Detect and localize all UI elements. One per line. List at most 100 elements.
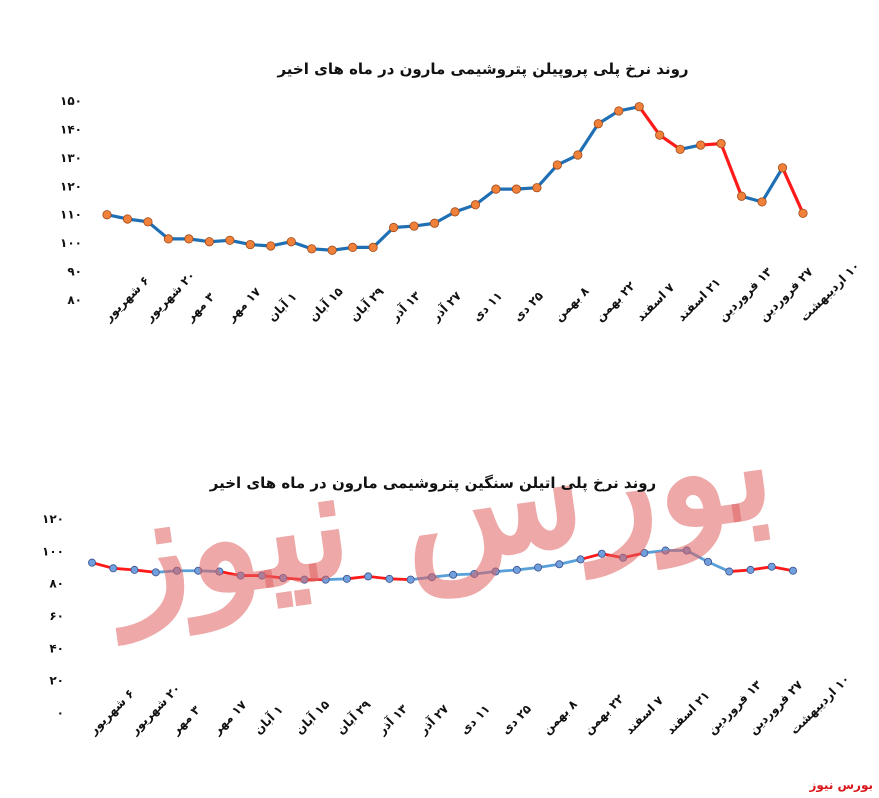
- rising-segment: [685, 549, 710, 564]
- x-tick-label: ۷ اسفند: [633, 280, 677, 324]
- y-axis-ticks: ۰ ۲۰ ۴۰ ۶۰ ۸۰ ۱۰۰ ۱۲۰: [42, 512, 64, 720]
- data-point: [696, 140, 706, 150]
- data-point: [716, 139, 726, 149]
- x-tick-label: ۲۲ بهمن: [593, 278, 639, 324]
- falling-segment: [780, 166, 805, 215]
- x-tick-label: ۱۱ دی: [470, 289, 505, 324]
- data-point: [102, 210, 112, 220]
- data-point: [245, 239, 255, 250]
- data-point: [225, 235, 235, 245]
- rising-segment: [371, 225, 396, 250]
- data-point: [470, 200, 481, 210]
- rising-segment: [535, 163, 559, 190]
- data-point: [675, 144, 685, 154]
- data-point: [257, 571, 266, 580]
- x-tick-label: ۱ آبان: [250, 702, 285, 737]
- data-point: [767, 562, 776, 571]
- data-point: [634, 102, 644, 112]
- data-point: [449, 570, 458, 579]
- data-point: [163, 234, 174, 244]
- y-tick-label: ۹۰: [67, 265, 82, 279]
- y-tick-label: ۱۵۰: [60, 94, 82, 108]
- data-point: [552, 160, 562, 170]
- data-point: [512, 565, 521, 574]
- data-point: [122, 214, 133, 224]
- data-point: [619, 553, 628, 562]
- x-tick-label: ۸ بهمن: [540, 696, 581, 737]
- data-point: [491, 184, 501, 194]
- x-tick-label: ۱۳ آذر: [386, 288, 423, 325]
- y-tick-label: ۰: [57, 706, 64, 720]
- rising-segment: [760, 166, 785, 204]
- x-tick-label: ۱۳ آذر: [373, 701, 410, 738]
- y-tick-label: ۱۱۰: [60, 208, 82, 222]
- x-tick-label: ۷ اسفند: [622, 693, 666, 737]
- data-point: [385, 574, 394, 583]
- watermark-logo: بورس نیوز: [93, 375, 784, 646]
- data-point: [789, 566, 798, 575]
- x-tick-label: ۲۷ آذر: [427, 288, 464, 325]
- y-axis-ticks: ۸۰ ۹۰ ۱۰۰ ۱۱۰ ۱۲۰ ۱۳۰ ۱۴۰ ۱۵۰: [60, 94, 82, 307]
- data-point: [406, 575, 415, 584]
- data-point: [342, 574, 351, 583]
- y-tick-label: ۱۴۰: [60, 122, 82, 136]
- data-point: [184, 234, 194, 244]
- data-point: [576, 555, 585, 564]
- x-tick-label: ۱۵ آبان: [305, 284, 345, 324]
- y-tick-label: ۱۰۰: [42, 544, 64, 558]
- data-point: [215, 567, 224, 576]
- x-tick-label: ۱۵ آبان: [292, 697, 332, 737]
- data-point: [427, 573, 436, 582]
- data-point: [682, 546, 691, 555]
- data-point: [757, 197, 767, 207]
- x-tick-label: ۱۷ مهر: [209, 697, 250, 738]
- brand-label: بورس نیوز: [809, 778, 873, 792]
- rising-segment: [576, 122, 600, 157]
- svg-text:بورس نیوز: بورس نیوز: [93, 375, 784, 646]
- x-tick-label: ۱ آبان: [264, 289, 299, 324]
- data-point: [143, 217, 153, 227]
- data-point: [204, 237, 214, 247]
- data-point: [640, 548, 649, 557]
- x-tick-label: ۲۹ آبان: [346, 283, 387, 324]
- polypropylene-chart: روند نرخ پلی پروپیلن پتروشیمی مارون در م…: [60, 60, 862, 326]
- data-point: [798, 208, 808, 218]
- data-point: [661, 546, 670, 555]
- y-tick-label: ۱۳۰: [60, 151, 82, 165]
- x-tick-label: ۱۷ مهر: [223, 284, 264, 325]
- x-tick-label: ۲۹ آبان: [333, 696, 374, 737]
- series-markers: [88, 546, 798, 584]
- data-point: [194, 566, 203, 575]
- x-tick-label: ۳ مهر: [168, 702, 203, 737]
- data-point: [348, 242, 358, 253]
- data-point: [704, 557, 713, 566]
- data-point: [573, 150, 583, 160]
- data-point: [300, 575, 309, 584]
- data-point: [321, 575, 330, 584]
- y-tick-label: ۶۰: [49, 609, 64, 623]
- falling-segment: [719, 142, 744, 198]
- data-point: [172, 566, 181, 575]
- data-point: [388, 222, 399, 233]
- y-tick-label: ۸۰: [67, 293, 82, 307]
- x-tick-label: ۲۱ اسفند: [664, 688, 713, 737]
- data-point: [409, 221, 419, 231]
- x-tick-label: ۲۱ اسفند: [674, 275, 723, 324]
- data-point: [655, 130, 665, 140]
- y-tick-label: ۴۰: [49, 641, 64, 655]
- data-point: [266, 241, 276, 251]
- x-tick-label: ۲۷ آذر: [415, 701, 452, 738]
- y-tick-label: ۱۲۰: [60, 179, 82, 193]
- data-point: [368, 242, 378, 253]
- data-point: [736, 191, 747, 201]
- data-point: [450, 207, 460, 217]
- data-point: [364, 572, 373, 581]
- data-point: [470, 569, 479, 578]
- series-markers: [102, 102, 808, 255]
- data-point: [151, 568, 160, 577]
- chart-title: روند نرخ پلی پروپیلن پتروشیمی مارون در م…: [276, 60, 688, 79]
- data-point: [307, 244, 317, 254]
- y-tick-label: ۲۰: [49, 674, 64, 688]
